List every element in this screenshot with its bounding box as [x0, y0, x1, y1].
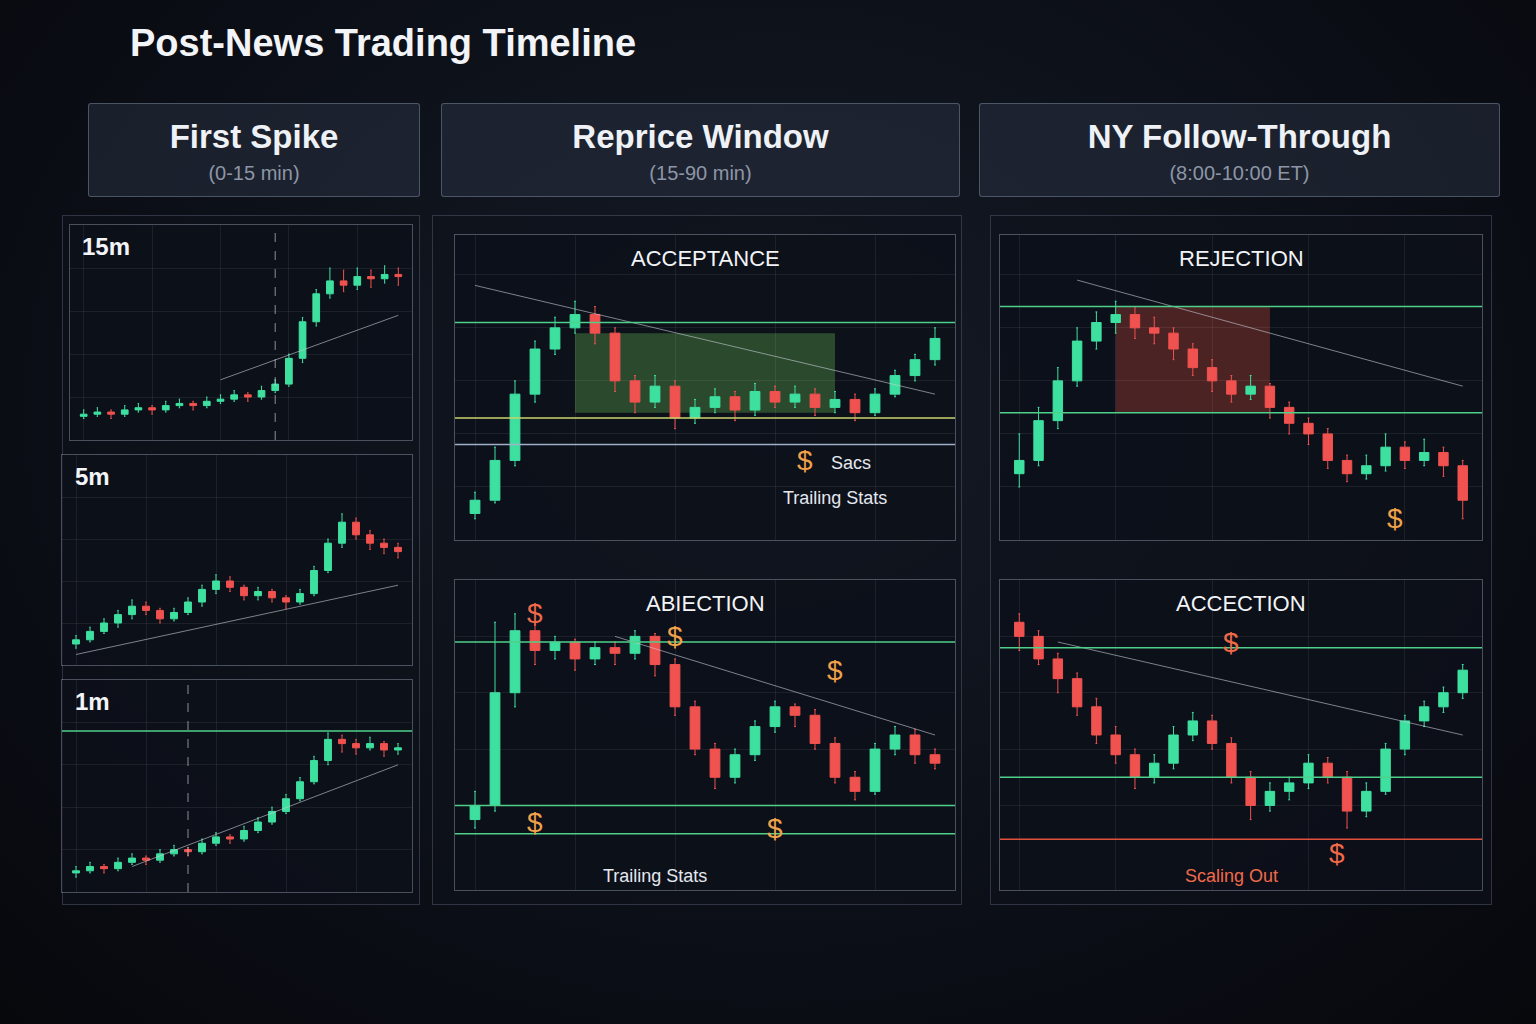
- svg-text:Scaling Out: Scaling Out: [1185, 866, 1278, 886]
- svg-text:$: $: [1223, 627, 1239, 658]
- svg-text:ABIECTION: ABIECTION: [646, 591, 765, 616]
- svg-text:Sacs: Sacs: [831, 453, 871, 473]
- svg-text:ACCEPTANCE: ACCEPTANCE: [631, 246, 780, 271]
- html-text:NY Follow-Through: NY Follow-Through: [1087, 118, 1392, 155]
- svg-text:$: $: [827, 655, 843, 686]
- html-text:First Spike: First Spike: [169, 118, 339, 155]
- html-text:(0-15 min): (0-15 min): [208, 162, 300, 184]
- svg-text:Trailing Stats: Trailing Stats: [783, 488, 887, 508]
- svg-text:1m: 1m: [75, 688, 110, 715]
- svg-text:$: $: [767, 813, 783, 844]
- html-text:(8:00-10:00 ET): (8:00-10:00 ET): [1169, 162, 1310, 184]
- svg-text:ACCECTION: ACCECTION: [1176, 591, 1306, 616]
- svg-text:$: $: [527, 598, 543, 629]
- html-text:Reprice Window: Reprice Window: [572, 118, 829, 155]
- svg-text:$: $: [1387, 503, 1403, 534]
- svg-text:$: $: [527, 807, 543, 838]
- svg-text:REJECTION: REJECTION: [1179, 246, 1304, 271]
- svg-text:Trailing Stats: Trailing Stats: [603, 866, 707, 886]
- svg-text:$: $: [667, 621, 683, 652]
- svg-text:5m: 5m: [75, 463, 110, 490]
- svg-text:$: $: [1329, 838, 1345, 869]
- svg-text:15m: 15m: [82, 233, 130, 260]
- html-text:(15-90 min): (15-90 min): [649, 162, 752, 184]
- html-text:Post-News Trading Timeline: Post-News Trading Timeline: [130, 22, 637, 64]
- svg-text:$: $: [797, 445, 813, 476]
